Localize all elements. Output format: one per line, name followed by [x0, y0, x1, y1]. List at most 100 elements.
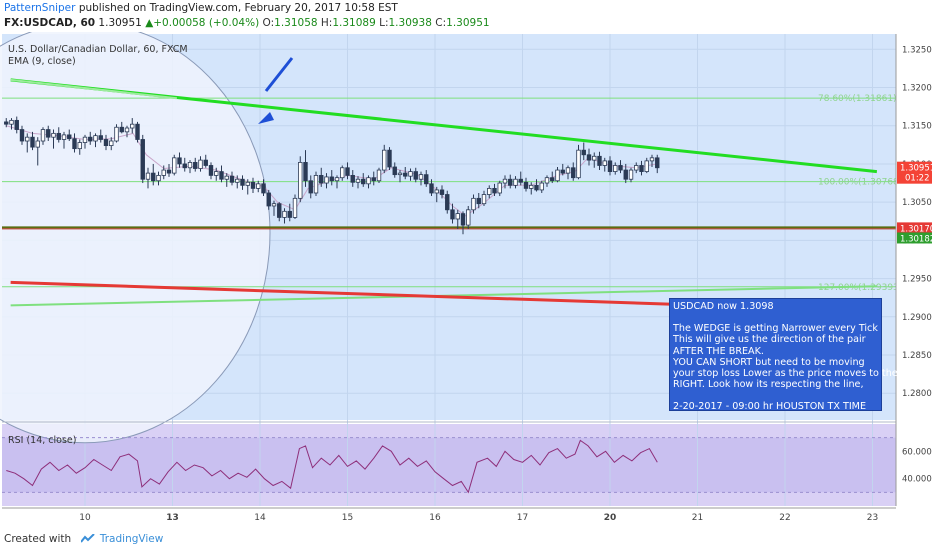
candle-body — [387, 149, 392, 168]
candle-body — [513, 178, 518, 186]
chart-svg[interactable]: 78.60%(1.31861) 100.00%(1.30768) 127.00%(1… — [0, 22, 932, 528]
candle-body — [355, 178, 361, 183]
price-label-text: 1.30182 — [900, 234, 932, 244]
candle-body — [481, 194, 487, 205]
author-link[interactable]: PatternSniper — [4, 2, 76, 14]
candle-body — [497, 182, 502, 194]
candle-body — [366, 177, 371, 185]
price-label-text: 1.30951 — [900, 164, 932, 174]
candle-body — [82, 136, 88, 143]
open-label: O: — [262, 17, 275, 29]
candle-body — [67, 134, 72, 140]
analysis-callout: USDCAD now 1.3098 The WEDGE is getting Na… — [669, 298, 898, 412]
candle-body — [308, 180, 313, 194]
fib-level-label: 100.00%(1.30768) — [818, 178, 902, 188]
candle-body — [219, 171, 224, 180]
candle-body — [644, 160, 649, 172]
candle-body — [282, 210, 287, 218]
annotation-arrow-head — [258, 112, 274, 124]
price-tick-label: 1.31500 — [902, 122, 932, 132]
candle-body — [313, 175, 319, 194]
candle-body — [166, 169, 172, 174]
candle-body — [429, 183, 434, 194]
candle-body — [93, 135, 98, 142]
candle-body — [450, 209, 455, 220]
candle-body — [187, 162, 193, 169]
last-price: 1.30951 — [98, 17, 142, 29]
candle-body — [445, 194, 450, 211]
candle-body — [156, 175, 161, 182]
candle-body — [492, 187, 497, 194]
candle-body — [371, 177, 376, 182]
candle-body — [576, 149, 581, 179]
price-tick-label: 1.32000 — [902, 84, 932, 94]
candle-body — [124, 127, 130, 133]
candle-body — [613, 165, 618, 172]
candle-body — [203, 159, 208, 166]
candle-body — [560, 169, 565, 174]
candle-body — [72, 138, 77, 150]
candle-body — [539, 182, 544, 191]
chart-area[interactable]: 78.60%(1.31861) 100.00%(1.30768) 127.00%(1… — [0, 22, 932, 532]
candle-body — [460, 213, 466, 226]
time-tick-label: 14 — [254, 513, 266, 523]
trendline-faded-upper — [10, 78, 177, 100]
candle-body — [397, 172, 403, 176]
candle-body — [229, 175, 235, 183]
callout-line: AFTER THE BREAK. — [673, 345, 764, 357]
callout-line: The WEDGE is getting Narrower every Tick — [673, 323, 878, 335]
candle-body — [534, 184, 539, 191]
fib-level-label: 127.00%(1.29393) — [818, 283, 902, 293]
candle-body — [235, 178, 240, 183]
time-tick-label: 20 — [604, 513, 617, 523]
time-tick-label: 16 — [429, 513, 441, 523]
ohlc-header: FX:USDCAD, 60 1.30951 ▲+0.00058 (+0.04%)… — [0, 15, 932, 31]
price-tick-label: 1.28000 — [902, 389, 932, 399]
footer: Created with TradingView — [0, 528, 932, 550]
candle-body — [182, 163, 187, 169]
candle-body — [350, 175, 355, 183]
rsi-line — [6, 439, 658, 494]
symbol-label: FX:USDCAD, 60 — [4, 17, 96, 29]
rsi-tick-label: 60.0000 — [902, 447, 932, 457]
high-value: 1.31089 — [332, 17, 376, 29]
callout-line: This will give us the direction of the p… — [673, 334, 866, 346]
candle-body — [340, 167, 345, 179]
candle-body — [135, 123, 140, 140]
time-tick-label: 23 — [867, 513, 878, 523]
time-tick-label: 21 — [692, 513, 703, 523]
candle-body — [508, 178, 513, 186]
candle-body — [30, 136, 35, 148]
price-label-box — [897, 222, 932, 234]
time-tick-label: 17 — [517, 513, 528, 523]
candle-body — [523, 181, 529, 189]
candle-body — [77, 142, 82, 150]
candle-body — [382, 149, 387, 171]
high-label: H: — [320, 17, 333, 29]
candle-body — [581, 149, 586, 156]
candle-body — [130, 123, 135, 129]
price-label-box — [897, 161, 932, 184]
candle-body — [529, 184, 534, 189]
price-tick-label: 1.29500 — [902, 275, 932, 285]
candle-body — [392, 166, 397, 176]
open-value: 1.31058 — [274, 17, 318, 29]
candle-body — [439, 189, 445, 195]
candle-body — [103, 139, 109, 146]
candle-body — [602, 160, 607, 166]
candle-body — [424, 174, 429, 185]
candle-body — [361, 178, 366, 185]
candle-body — [287, 210, 292, 218]
candle-body — [655, 157, 660, 169]
candle-body — [114, 126, 119, 142]
candle-body — [208, 165, 214, 176]
candle-body — [471, 197, 476, 211]
close-value: 1.30951 — [446, 17, 490, 29]
tradingview-logo-icon — [80, 534, 95, 543]
candle-body — [14, 119, 19, 130]
tradingview-brand-link[interactable]: TradingView — [99, 533, 164, 545]
candle-body — [618, 165, 623, 171]
candle-body — [88, 136, 93, 142]
created-with-label: Created with — [4, 533, 72, 545]
candle-body — [261, 183, 266, 194]
